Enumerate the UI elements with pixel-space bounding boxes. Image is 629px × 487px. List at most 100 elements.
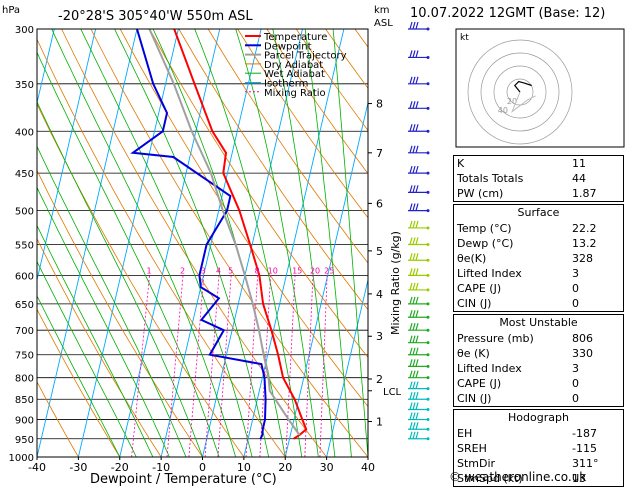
wind-barb-feather (412, 253, 416, 261)
wet-adiabat (51, 29, 236, 457)
mixing-ratio-line (204, 275, 220, 457)
hodograph-ring-label: 40 (498, 106, 508, 115)
wind-barb-feather (415, 412, 419, 420)
hodograph-ring (467, 39, 573, 145)
legend-entry: Dewpoint (264, 41, 312, 52)
most-unstable-label: Lifted Index (457, 362, 522, 375)
wind-barb-feather (409, 392, 413, 400)
mixing-ratio-axis-label: Mixing Ratio (g/kg) (389, 231, 402, 335)
wind-barb-feather (415, 203, 419, 211)
dry-adiabat (37, 103, 245, 457)
hodograph-trace (513, 80, 532, 93)
mixing-ratio-label: 5 (228, 266, 233, 275)
surface-label: CAPE (J) (457, 282, 502, 295)
wind-barb-feather (409, 310, 413, 318)
most-unstable-label: CAPE (J) (457, 377, 502, 390)
dry-adiabat (90, 29, 368, 457)
isotherm (160, 29, 262, 457)
wind-barb-dot (426, 129, 430, 133)
wind-barb-feather (409, 185, 413, 193)
legend-entry: Temperature (263, 32, 327, 43)
hodograph-stat-value: 13 (572, 472, 586, 485)
wet-adiabat (235, 29, 319, 457)
wind-barb-feather (415, 185, 419, 193)
wind-barb-feather (412, 370, 416, 378)
dry-adiabat (149, 29, 368, 359)
wind-barb-feather (415, 76, 419, 84)
x-axis-label: Dewpoint / Temperature (°C) (90, 472, 277, 486)
hodograph-ring (506, 78, 534, 106)
surface-value: 22.2 (572, 222, 597, 235)
pressure-tick-label: 700 (15, 326, 34, 337)
index-value: 11 (572, 157, 586, 170)
most-unstable-row: CAPE (J) 0 (454, 376, 623, 391)
most-unstable-value: 3 (572, 362, 579, 375)
wind-barb-feather (412, 282, 416, 291)
wind-barb-feather (409, 422, 413, 430)
wind-barb-feather (415, 392, 419, 400)
wind-barb-feather (415, 402, 419, 410)
date-label: 10.07.2022 12GMT (Base: 12) (410, 6, 606, 21)
most-unstable-label: θe (K) (457, 347, 490, 360)
wind-barb-feather (415, 296, 419, 305)
legend-entry: Mixing Ratio (264, 88, 326, 99)
surface-box: Surface Temp (°C) 22.2 Dewp (°C) 13.2 θe(K) 3… (453, 204, 624, 312)
km-tick-label: 6 (376, 197, 383, 210)
wet-adiabat (37, 260, 137, 457)
dry-adiabat (37, 38, 286, 457)
wind-barb-feather (412, 402, 416, 410)
wind-barb-feather (412, 310, 416, 318)
wind-barb-feather (412, 237, 416, 245)
isotherm (202, 29, 303, 457)
wet-adiabat (37, 186, 170, 457)
km-tick-label: 7 (376, 147, 383, 160)
wind-barb-feather (409, 50, 413, 58)
most-unstable-row: Pressure (mb) 806 (454, 331, 623, 346)
wind-barb-feather (415, 124, 419, 132)
wind-barb-feather (409, 323, 413, 331)
isotherm (119, 29, 221, 457)
wind-barb-feather (409, 76, 413, 84)
dry-adiabat (266, 29, 368, 175)
mixing-ratio-label: 25 (324, 266, 334, 275)
wind-barb-feather (412, 124, 416, 132)
wind-barb-dot (426, 288, 430, 292)
hodograph-stat-row: StmDir 311° (454, 456, 623, 471)
dry-adiabat (207, 29, 368, 264)
wind-barb-feather (412, 392, 416, 400)
wind-barb-feather (409, 220, 413, 229)
wind-barb-feather (409, 253, 413, 261)
wind-barb-feather (415, 101, 419, 109)
hodograph-trace-faint (511, 91, 536, 113)
wind-barb-feather (412, 381, 416, 389)
wind-barb-feather (409, 268, 413, 276)
pressure-tick-label: 450 (15, 169, 34, 180)
km-tick-label: 5 (376, 245, 383, 258)
wind-barb-feather (412, 165, 416, 174)
wind-barb-feather (415, 253, 419, 261)
wind-barb-dot (426, 353, 430, 357)
wind-barb-feather (409, 237, 413, 245)
wind-barb-feather (415, 145, 419, 153)
wind-barb-feather (415, 347, 419, 355)
surface-value: 328 (572, 252, 593, 265)
wind-barb-feather (412, 412, 416, 420)
index-row: K 11 (454, 156, 623, 171)
wind-barb-feather (415, 381, 419, 389)
wind-barb-feather (412, 76, 416, 84)
isotherm (37, 29, 55, 105)
wind-barb-feather (415, 268, 419, 276)
hodograph-stat-row: EH -187 (454, 426, 623, 441)
wind-barb-feather (412, 21, 416, 30)
wind-barb-feather (412, 220, 416, 229)
wet-adiabat (37, 295, 121, 457)
x-tick-label: 10 (237, 461, 251, 474)
x-tick-label: 30 (320, 461, 334, 474)
wind-barb-feather (415, 431, 419, 439)
wind-barb-dot (426, 55, 430, 59)
wind-barb-dot (426, 273, 430, 277)
wet-adiabat (37, 224, 154, 457)
wind-barb-dot (426, 258, 430, 262)
wind-barb-feather (412, 101, 416, 109)
